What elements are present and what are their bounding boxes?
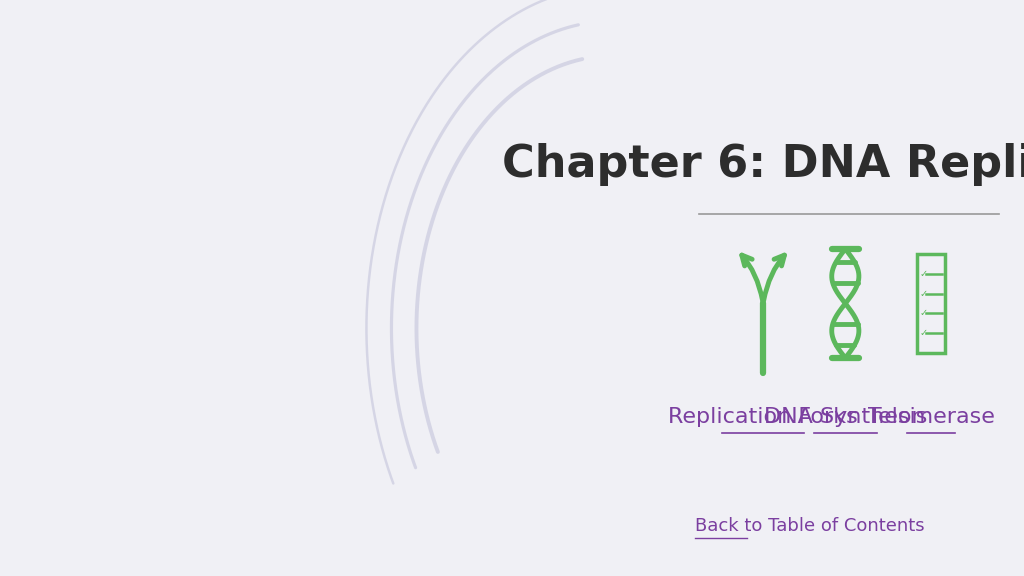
Text: ✓: ✓ [920, 308, 928, 319]
Text: Chapter 6: DNA Replication: Chapter 6: DNA Replication [503, 143, 1024, 186]
Text: Back to Table of Contents: Back to Table of Contents [695, 517, 925, 536]
Text: Replication Forks: Replication Forks [669, 407, 858, 427]
Text: Telomerase: Telomerase [867, 407, 994, 427]
Text: ✓: ✓ [920, 289, 928, 298]
Text: ✓: ✓ [920, 328, 928, 338]
Text: DNA Synthesis: DNA Synthesis [764, 407, 927, 427]
Text: ✓: ✓ [920, 269, 928, 279]
Bar [918, 254, 945, 353]
